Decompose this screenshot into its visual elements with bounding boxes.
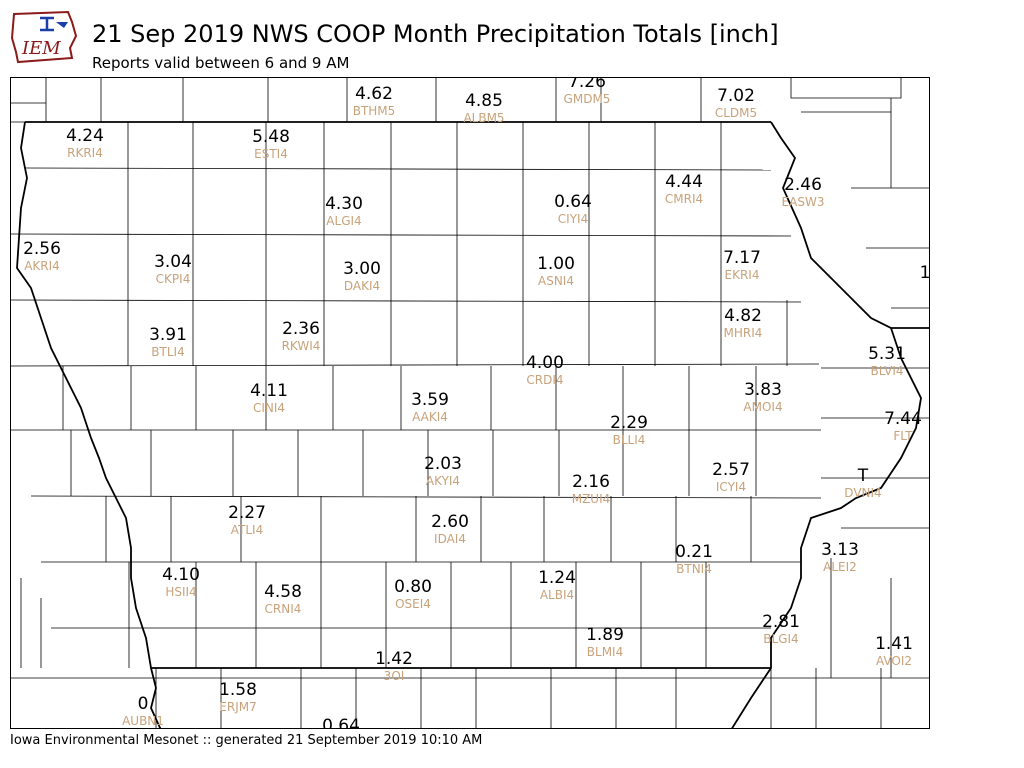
- station-label: 4.10 HSII4: [162, 565, 200, 599]
- station-label: 2.03 AKYI4: [424, 454, 462, 488]
- station-label: 3.04 CKPI4: [154, 252, 192, 286]
- station-label: 4.44 CMRI4: [664, 172, 704, 206]
- station-label: 2.81 BLGI4: [762, 612, 800, 646]
- station-label: 0 AUBN1: [122, 694, 164, 728]
- footer-credit: Iowa Environmental Mesonet :: generated …: [10, 733, 483, 748]
- iem-logo: IEM: [10, 8, 78, 66]
- map-title: 21 Sep 2019 NWS COOP Month Precipitation…: [92, 20, 779, 48]
- station-label: 4.85 ALBM5: [463, 91, 505, 125]
- station-label: 4.24 RKRI4: [66, 126, 104, 160]
- station-label: 3.59 AAKI4: [411, 390, 449, 424]
- station-label: 7.26 GMDM5: [563, 77, 611, 106]
- station-label: 7.17 EKRI4: [723, 248, 761, 282]
- station-label: 3.13 ALEI2: [821, 540, 859, 574]
- station-label: 4.62 BTHM5: [352, 84, 396, 118]
- station-label: 2.60 IDAI4: [431, 512, 469, 546]
- station-label: 2.29 BLLI4: [610, 413, 648, 447]
- station-label: 1: [919, 263, 930, 283]
- station-label: 0.64: [322, 716, 360, 729]
- station-label: 2.27 ATLI4: [228, 503, 266, 537]
- station-label: 1.41 AVOI2: [875, 634, 913, 668]
- station-label: 0.64 CIYI4: [554, 192, 592, 226]
- station-label: 4.58 CRNI4: [264, 582, 302, 616]
- station-label: 3.91 BTLI4: [149, 325, 187, 359]
- precip-map: 4.62 BTHM5 4.85 ALBM5 7.26 GMDM5 7.02 CLDM5 …: [10, 77, 930, 729]
- station-label: 3.83 AMOI4: [743, 380, 783, 414]
- station-label: 0.21 BTNI4: [675, 542, 713, 576]
- station-label: 4.00 CRDI4: [526, 353, 564, 387]
- station-label: 1.58 ERJM7: [219, 680, 257, 714]
- station-label: T DVNI4: [844, 466, 882, 500]
- station-label: 2.36 RKWI4: [281, 319, 321, 353]
- station-label: 1.00 ASNI4: [537, 254, 575, 288]
- station-label: 5.48 ESTI4: [252, 127, 290, 161]
- station-label: 0.80 OSEI4: [394, 577, 432, 611]
- station-label: 4.30 ALGI4: [325, 194, 363, 228]
- station-label: 4.82 MHRI4: [723, 306, 763, 340]
- station-label: 5.31 BLVI4: [868, 344, 906, 378]
- svg-text:IEM: IEM: [21, 38, 61, 59]
- station-label: 1.24 ALBI4: [538, 568, 576, 602]
- station-label: 4.11 CINI4: [250, 381, 288, 415]
- map-subtitle: Reports valid between 6 and 9 AM: [92, 54, 350, 72]
- station-label: 7.44 FLT: [884, 409, 922, 443]
- station-label: 3.00 DAKI4: [343, 259, 381, 293]
- station-label: 2.16 MZUI4: [571, 472, 611, 506]
- station-label: 2.56 AKRI4: [23, 239, 61, 273]
- station-label: 2.57 ICYI4: [712, 460, 750, 494]
- station-label: 1.89 BLMI4: [586, 625, 624, 659]
- county-boundaries: [11, 78, 929, 728]
- station-label: 1.42 3OI: [375, 649, 413, 683]
- station-label: 7.02 CLDM5: [714, 86, 758, 120]
- station-label: 2.46 EASW3: [781, 175, 825, 209]
